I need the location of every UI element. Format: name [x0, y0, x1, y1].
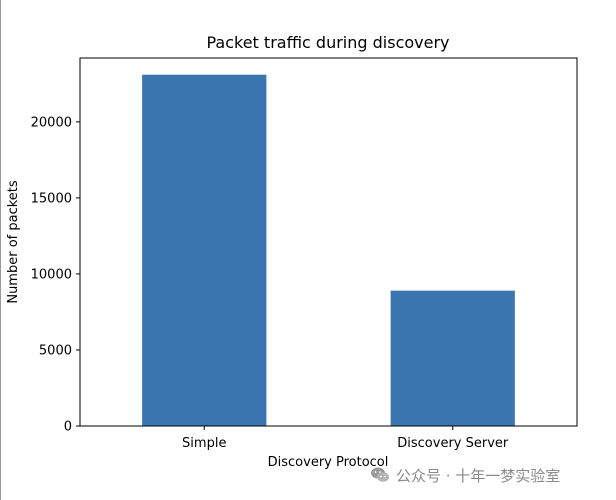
wechat-icon: [371, 467, 389, 482]
x-tick-label: Simple: [182, 436, 226, 451]
left-edge-rule: [0, 0, 1, 500]
y-tick-label: 20000: [31, 115, 72, 130]
y-tick-label: 10000: [31, 267, 72, 282]
plot-frame: [79, 57, 578, 427]
y-axis-label: Number of packets: [6, 180, 21, 304]
watermark: 公众号 · 十年一梦实验室: [370, 464, 560, 486]
bar-discovery-server: [390, 290, 515, 426]
y-tick-label: 5000: [39, 343, 72, 358]
plot-layer: Simple Discovery Server 0 5000 10000 15000 200…: [31, 57, 578, 451]
x-axis-label: Discovery Protocol: [268, 455, 389, 470]
chart-title: Packet traffic during discovery: [206, 33, 449, 52]
x-tick-label: Discovery Server: [397, 436, 509, 451]
watermark-text: 公众号 · 十年一梦实验室: [396, 466, 561, 485]
y-tick-label: 15000: [31, 191, 72, 206]
y-tick-label: 0: [64, 420, 72, 435]
bar-simple: [142, 74, 267, 427]
